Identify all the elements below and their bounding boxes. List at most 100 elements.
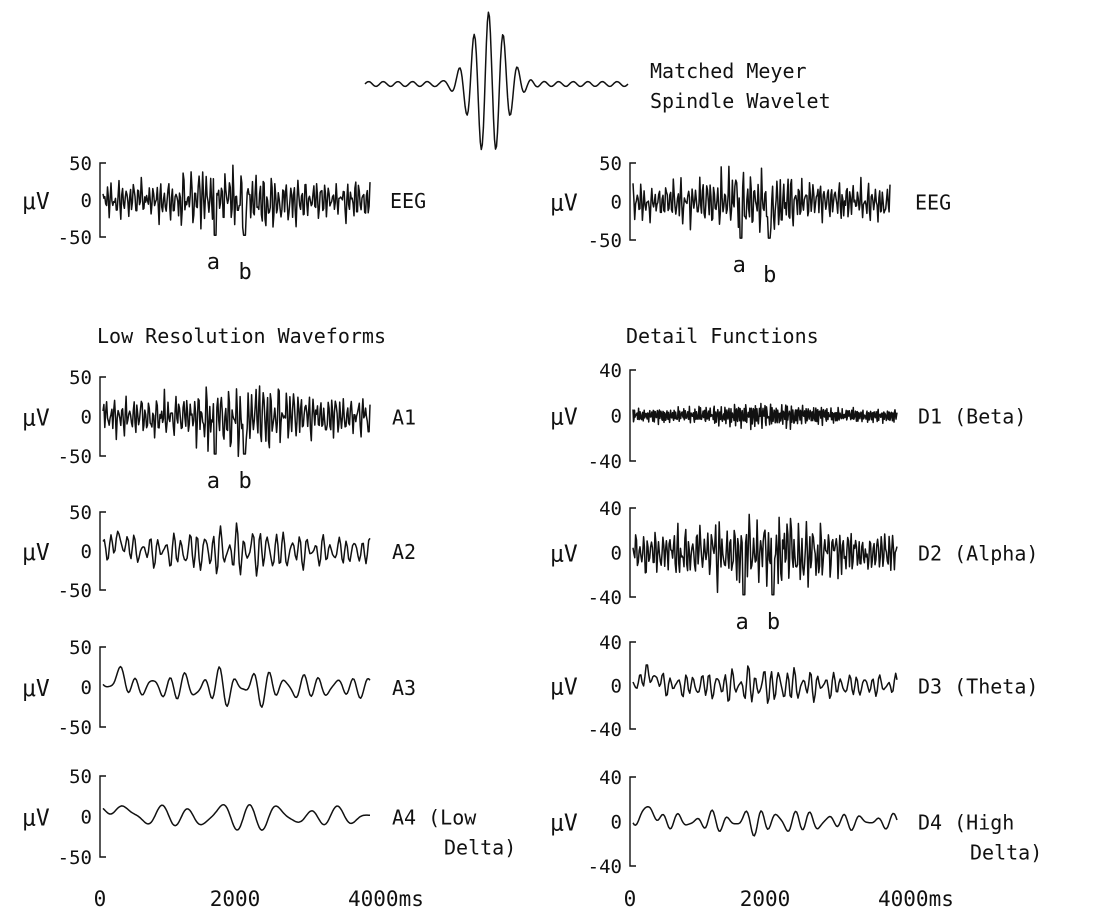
y-tick-zero-eeg-right: 0 [611, 192, 622, 214]
x-tick-right-4000: 4000ms [878, 887, 954, 911]
panel-A2: 50 0 -50 μV A2 [22, 502, 416, 602]
y-tick-top-eeg-left: 50 [69, 153, 92, 175]
y-tick-zero-A4: 0 [81, 807, 92, 829]
marker-a-eeg-right: a [733, 253, 746, 278]
y-tick-zero-A2: 0 [81, 541, 92, 563]
y-axis-eeg-right [629, 162, 636, 241]
marker-b-D2: b [767, 610, 780, 635]
trace-eeg-right [632, 165, 891, 239]
y-tick-zero-eeg-left: 0 [81, 190, 92, 212]
y-tick-top-A3: 50 [69, 637, 92, 659]
wavelet-trace [364, 11, 629, 151]
panel-eeg-right: 50 0 -50 μV EEG a b [550, 153, 951, 288]
channel-label-line2-A4: Delta) [444, 836, 516, 860]
y-axis-A2 [99, 511, 106, 591]
marker-b-eeg-left: b [238, 260, 251, 285]
channel-label-eeg-left: EEG [390, 189, 426, 213]
y-axis-A3 [99, 646, 106, 728]
marker-a-eeg-left: a [207, 250, 220, 275]
panel-D1: 40 0 -40 μV D1 (Beta) [550, 360, 1026, 473]
channel-label-D3: D3 (Theta) [918, 675, 1038, 699]
y-tick-bottom-eeg-left: -50 [58, 227, 92, 249]
wavelet-caption-line2: Spindle Wavelet [650, 89, 831, 113]
y-tick-bottom-A4: -50 [58, 847, 92, 869]
trace-A1 [102, 385, 371, 458]
channel-label-D2: D2 (Alpha) [918, 542, 1038, 566]
unit-label-D2: μV [550, 542, 578, 568]
x-tick-left-0: 0 [94, 887, 107, 911]
panel-A3: 50 0 -50 μV A3 [22, 637, 416, 739]
marker-a-A1: a [207, 469, 220, 494]
panel-D4: 40 0 -40 μV D4 (High Delta) [550, 767, 1042, 878]
trace-D4 [632, 805, 898, 837]
channel-label-D4: D4 (High [918, 811, 1014, 835]
channel-label-A1: A1 [392, 406, 416, 430]
marker-b-A1: b [238, 469, 251, 494]
trace-D1 [632, 402, 898, 431]
y-tick-bottom-D1: -40 [588, 451, 622, 473]
marker-b-eeg-right: b [763, 263, 776, 288]
y-tick-bottom-D3: -40 [588, 719, 622, 741]
trace-A4 [102, 803, 370, 831]
y-tick-zero-D2: 0 [611, 543, 622, 565]
y-tick-zero-A1: 0 [81, 407, 92, 429]
trace-eeg-left [102, 164, 371, 236]
y-axis-D3 [629, 641, 636, 730]
x-tick-right-0: 0 [624, 887, 637, 911]
panel-A1: 50 0 -50 μV A1 a b [22, 367, 416, 494]
section-title-right: Detail Functions [626, 324, 819, 348]
trace-D3 [632, 664, 898, 704]
trace-A2 [102, 522, 371, 577]
y-axis-D1 [629, 369, 636, 462]
y-tick-top-A2: 50 [69, 502, 92, 524]
unit-label-D1: μV [550, 405, 578, 431]
unit-label-D4: μV [550, 811, 578, 837]
y-tick-top-eeg-right: 50 [599, 153, 622, 175]
y-tick-zero-D3: 0 [611, 676, 622, 698]
panel-eeg-left: 50 0 -50 μV EEG a b [22, 153, 426, 285]
panel-D2: 40 0 -40 μV D2 (Alpha) a b [550, 498, 1038, 635]
y-axis-A1 [99, 376, 106, 457]
y-tick-top-D3: 40 [599, 632, 622, 654]
y-tick-top-D4: 40 [599, 767, 622, 789]
y-axis-D4 [629, 776, 636, 867]
wavelet-caption-line1: Matched Meyer [650, 59, 807, 83]
y-tick-bottom-eeg-right: -50 [588, 230, 622, 252]
y-tick-top-D1: 40 [599, 360, 622, 382]
section-title-left: Low Resolution Waveforms [97, 324, 386, 348]
x-tick-right-2000: 2000 [740, 887, 791, 911]
y-tick-bottom-A2: -50 [58, 580, 92, 602]
channel-label-A2: A2 [392, 540, 416, 564]
y-tick-top-D2: 40 [599, 498, 622, 520]
y-tick-zero-A3: 0 [81, 677, 92, 699]
y-tick-zero-D1: 0 [611, 406, 622, 428]
x-tick-left-4000: 4000ms [348, 887, 424, 911]
y-tick-bottom-D4: -40 [588, 856, 622, 878]
channel-label-A4: A4 (Low [392, 806, 477, 830]
channel-label-line2-D4: Delta) [970, 841, 1042, 865]
unit-label-D3: μV [550, 675, 578, 701]
unit-label-A4: μV [22, 806, 50, 832]
panel-D3: 40 0 -40 μV D3 (Theta) [550, 632, 1038, 741]
trace-A3 [102, 665, 371, 708]
y-tick-zero-D4: 0 [611, 812, 622, 834]
y-tick-top-A4: 50 [69, 766, 92, 788]
panel-A4: 50 0 -50 μV A4 (Low Delta) [22, 766, 516, 869]
y-axis-D2 [629, 507, 636, 598]
y-tick-bottom-A3: -50 [58, 717, 92, 739]
y-axis-eeg-left [99, 162, 106, 238]
y-tick-bottom-D2: -40 [588, 587, 622, 609]
unit-label-A1: μV [22, 406, 50, 432]
channel-label-D1: D1 (Beta) [918, 405, 1026, 429]
y-tick-top-A1: 50 [69, 367, 92, 389]
marker-a-D2: a [736, 610, 749, 635]
unit-label-eeg-right: μV [550, 191, 578, 217]
x-tick-left-2000: 2000 [210, 887, 261, 911]
trace-D2 [632, 513, 898, 596]
y-axis-A4 [99, 775, 106, 858]
unit-label-A3: μV [22, 676, 50, 702]
y-tick-bottom-A1: -50 [58, 446, 92, 468]
unit-label-eeg-left: μV [22, 189, 50, 215]
